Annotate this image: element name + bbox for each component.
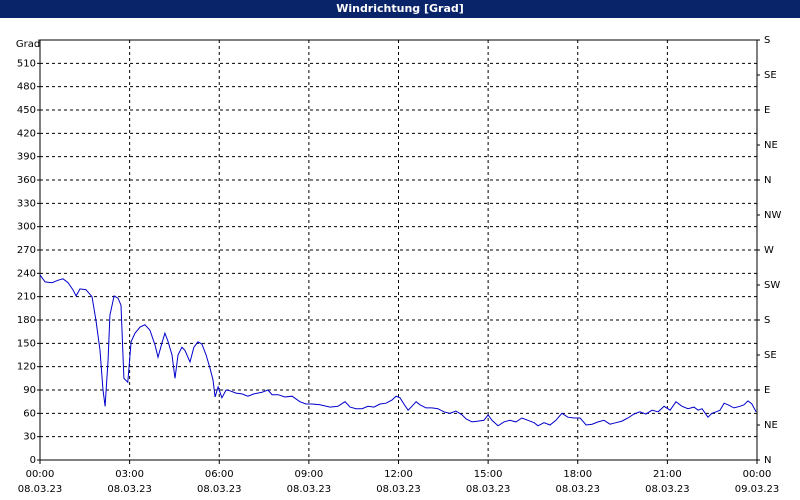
x-tick-date: 08.03.23	[645, 484, 690, 495]
y2-tick-label: S	[764, 35, 770, 46]
y-tick-label: 270	[17, 245, 36, 256]
chart-title: Windrichtung [Grad]	[336, 2, 464, 15]
y-tick-label: 90	[23, 385, 36, 396]
x-tick-label: 18:00	[563, 469, 592, 480]
y2-tick-label: E	[764, 105, 770, 116]
y-tick-label: 450	[17, 105, 36, 116]
y-tick-label: 330	[17, 198, 36, 209]
y2-tick-label: E	[764, 385, 770, 396]
y-tick-label: 510	[17, 58, 36, 69]
x-tick-date: 08.03.23	[107, 484, 152, 495]
x-tick-date: 08.03.23	[466, 484, 511, 495]
y-tick-label: 420	[17, 128, 36, 139]
y-tick-label: 30	[23, 432, 36, 443]
y2-tick-label: N	[764, 175, 771, 186]
y2-tick-label: S	[764, 315, 770, 326]
line	[39, 274, 757, 427]
x-tick-label: 09:00	[294, 469, 323, 480]
y2-tick-label: SW	[764, 280, 780, 291]
x-tick-label: 21:00	[653, 469, 682, 480]
y2-tick-label: W	[764, 245, 774, 256]
x-tick-label: 00:00	[26, 469, 55, 480]
x-tick-label: 15:00	[474, 469, 503, 480]
title-bar	[0, 0, 800, 18]
x-tick-date: 09.03.23	[735, 484, 780, 495]
x-tick-date: 08.03.23	[376, 484, 421, 495]
y-tick-label: 360	[17, 175, 36, 186]
y2-tick-label: NE	[764, 140, 778, 151]
x-tick-label: 03:00	[115, 469, 144, 480]
plot-frame	[39, 39, 758, 461]
y2-tick-label: SE	[764, 350, 777, 361]
y-tick-label: 210	[17, 292, 36, 303]
y-tick-label: 390	[17, 152, 36, 163]
y2-tick-label: N	[764, 455, 771, 466]
y2-tick-label: NE	[764, 420, 778, 431]
x-tick-date: 08.03.23	[197, 484, 242, 495]
y-tick-label: 180	[17, 315, 36, 326]
x-tick-date: 08.03.23	[18, 484, 63, 495]
y-tick-label: 0	[30, 455, 36, 466]
y-tick-label: 240	[17, 268, 36, 279]
x-tick-label: 12:00	[384, 469, 413, 480]
y-tick-label: 480	[17, 82, 36, 93]
y2-tick-label: SE	[764, 70, 777, 81]
x-tick-label: 00:00	[743, 469, 772, 480]
x-tick-label: 06:00	[205, 469, 234, 480]
y-tick-label: 300	[17, 222, 36, 233]
x-tick-date: 08.03.23	[555, 484, 600, 495]
y-axis-label: Grad	[16, 39, 40, 50]
y2-tick-label: NW	[764, 210, 781, 221]
y-tick-label: 150	[17, 338, 36, 349]
y-tick-label: 120	[17, 362, 36, 373]
x-tick-date: 08.03.23	[287, 484, 332, 495]
y-tick-label: 60	[23, 408, 36, 419]
